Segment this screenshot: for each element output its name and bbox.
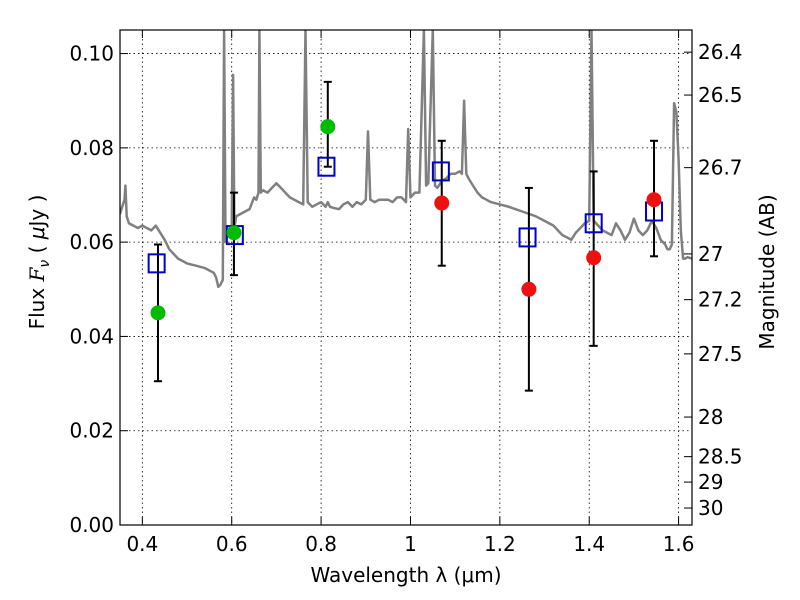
y-tick-label: 0.02 <box>69 419 114 443</box>
y-tick-label: 0.10 <box>69 42 114 66</box>
x-tick-label: 0.6 <box>216 532 248 556</box>
detection-point <box>226 225 242 241</box>
y-axis-label-open: ( <box>25 239 49 260</box>
x-tick-label: 1.6 <box>663 532 695 556</box>
x-tick-label: 0.4 <box>126 532 158 556</box>
y-axis-label-prefix: Flux <box>25 281 49 329</box>
y-tick-label: 0.04 <box>69 324 114 348</box>
y-axis-label-unit: Jy ) <box>25 195 49 229</box>
x-axis-label: Wavelength λ (μm) <box>310 563 501 587</box>
tick-labels: 0.4 0.6 0.8 1 1.2 1.4 1.6 0.00 0.02 0.04 0.06 0.08 0… <box>69 40 742 556</box>
y-axis-label-subscript: ν <box>37 260 53 268</box>
detection-point <box>150 305 166 321</box>
y2-tick-label: 27.2 <box>698 288 743 312</box>
y-tick-label: 0.00 <box>69 513 114 537</box>
spectrum-line <box>120 30 692 289</box>
upper-limit-point <box>434 195 450 211</box>
y2-tick-label: 26.7 <box>698 156 743 180</box>
model-photometry-square <box>518 227 537 248</box>
upper-limit-point <box>646 192 662 208</box>
plot-frame <box>119 29 693 526</box>
y2-tick-label: 30 <box>698 496 723 520</box>
y2-tick-label: 26.4 <box>698 40 743 64</box>
model-photometry-square <box>431 161 450 182</box>
model-photometry-square <box>584 213 603 234</box>
y-axis-label-mu: μ <box>25 226 49 240</box>
y2-tick-label: 28.5 <box>698 445 743 469</box>
model-photometry-square <box>317 156 336 177</box>
y2-tick-label: 28 <box>698 405 723 429</box>
y-axis-label-symbol: F <box>25 266 49 282</box>
y2-tick-label: 29 <box>698 470 723 494</box>
x-tick-label: 1.4 <box>573 532 605 556</box>
y2-tick-label: 27.5 <box>698 342 743 366</box>
x-tick-label: 1 <box>404 532 417 556</box>
model-photometry-square <box>147 253 166 274</box>
y-tick-label: 0.06 <box>69 230 114 254</box>
y2-axis-label: Magnitude (AB) <box>755 194 779 349</box>
y-tick-label: 0.08 <box>69 136 114 160</box>
plot-area <box>120 30 692 525</box>
x-tick-label: 1.2 <box>484 532 516 556</box>
axes <box>119 29 693 526</box>
detection-point <box>320 119 336 135</box>
y2-tick-label: 27 <box>698 242 723 266</box>
y-axis-label: Flux Fν ( μJy ) <box>25 195 53 330</box>
upper-limit-point <box>521 281 537 297</box>
x-tick-label: 0.8 <box>305 532 337 556</box>
upper-limit-point <box>586 250 602 266</box>
y2-tick-label: 26.5 <box>698 83 743 107</box>
